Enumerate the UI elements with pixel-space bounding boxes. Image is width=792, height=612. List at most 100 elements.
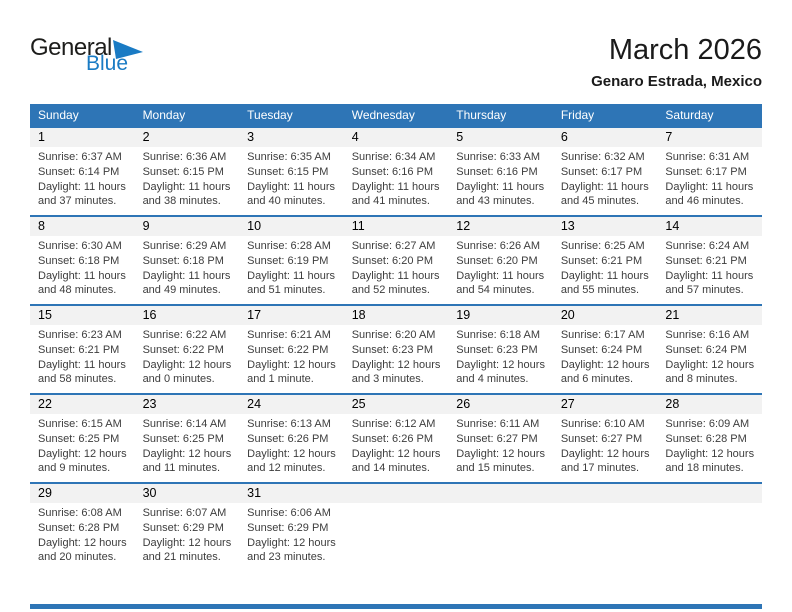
location-subtitle: Genaro Estrada, Mexico [591, 73, 762, 90]
day-number-1: 1 [38, 130, 45, 144]
detail-line: Sunrise: 6:07 AM [142, 507, 227, 519]
detail-line: Sunrise: 6:09 AM [665, 418, 750, 430]
detail-line: Sunrise: 6:31 AM [665, 151, 750, 163]
detail-line: and 1 minute. [247, 373, 314, 386]
day-cell-31-details: Sunrise: 6:06 AM Sunset: 6:29 PM Daylight:… [239, 503, 344, 565]
detail-line: Daylight: 11 hours [665, 269, 754, 282]
detail-line: Sunrise: 6:12 AM [351, 418, 436, 430]
detail-line: Sunrise: 6:23 AM [38, 329, 122, 341]
day-number-20: 20 [560, 308, 575, 322]
detail-line: Sunrise: 6:21 AM [247, 329, 331, 341]
day-number-band: 15 16 17 18 19 20 21 [30, 306, 762, 325]
detail-line: Daylight: 11 hours [665, 180, 754, 193]
detail-line: and 55 minutes. [560, 284, 640, 297]
detail-line: and 51 minutes. [247, 284, 326, 297]
detail-line: Daylight: 12 hours [142, 358, 232, 371]
day-cell-30-details: Sunrise: 6:07 AM Sunset: 6:29 PM Daylight:… [135, 503, 240, 565]
detail-line: Sunrise: 6:27 AM [351, 240, 436, 252]
logo-text-blue: Blue [86, 52, 129, 75]
detail-line: and 58 minutes. [38, 373, 117, 386]
day-number-27: 27 [560, 397, 575, 411]
detail-line: Daylight: 12 hours [38, 536, 127, 549]
detail-line: and 21 minutes. [142, 551, 221, 564]
detail-line: Sunrise: 6:18 AM [456, 329, 541, 341]
detail-line: Sunrise: 6:22 AM [142, 329, 227, 341]
day-number-18: 18 [351, 308, 366, 322]
day-cell-18-details: Sunrise: 6:20 AM Sunset: 6:23 PM Daylight:… [344, 325, 449, 387]
day-number-31: 31 [247, 486, 262, 500]
detail-line: Daylight: 11 hours [247, 269, 335, 282]
day-number-6: 6 [560, 130, 568, 144]
detail-line: Daylight: 11 hours [38, 269, 126, 282]
weekday-label-tuesday: Tuesday [247, 108, 293, 122]
detail-line: Sunset: 6:28 PM [38, 521, 120, 534]
day-cell-1-details: Sunrise: 6:37 AM Sunset: 6:14 PM Daylight:… [30, 147, 135, 209]
detail-line: Sunset: 6:26 PM [351, 432, 434, 445]
day-number-25: 25 [351, 397, 366, 411]
detail-line: Daylight: 12 hours [456, 358, 545, 371]
week-row: 8 9 10 11 12 13 14 Sunrise: 6:30 AM Sunset: 6:18… [30, 215, 762, 304]
day-cell-20-details: Sunrise: 6:17 AM Sunset: 6:24 PM Daylight:… [553, 325, 658, 387]
footer-bar [30, 604, 762, 609]
day-cell-23-details: Sunrise: 6:14 AM Sunset: 6:25 PM Daylight:… [135, 414, 240, 476]
detail-line: Sunrise: 6:30 AM [38, 240, 122, 252]
detail-line: Sunset: 6:18 PM [142, 254, 224, 267]
detail-line: Sunrise: 6:29 AM [142, 240, 227, 252]
detail-line: Sunrise: 6:11 AM [456, 418, 540, 430]
detail-line: and 23 minutes. [247, 551, 326, 564]
day-number-13: 13 [560, 219, 575, 233]
detail-line: and 52 minutes. [351, 284, 430, 297]
day-cell-28-details: Sunrise: 6:09 AM Sunset: 6:28 PM Daylight:… [657, 414, 762, 476]
detail-line: Daylight: 11 hours [456, 180, 545, 193]
detail-line: Sunset: 6:26 PM [247, 432, 329, 445]
detail-line: Sunset: 6:22 PM [142, 343, 224, 356]
detail-line: and 54 minutes. [456, 284, 535, 297]
day-number-11: 11 [351, 219, 365, 233]
detail-line: Sunset: 6:27 PM [456, 432, 538, 445]
day-number-24: 24 [247, 397, 262, 411]
detail-line: Sunset: 6:24 PM [665, 343, 747, 356]
detail-line: and 37 minutes. [38, 195, 117, 208]
weekday-header-row: Sunday Monday Tuesday Wednesday Thursday Frid… [30, 104, 762, 126]
logo-text-general: General [30, 34, 112, 61]
detail-line: and 20 minutes. [38, 551, 117, 564]
detail-line: and 49 minutes. [142, 284, 221, 297]
day-cell-6-details: Sunrise: 6:32 AM Sunset: 6:17 PM Daylight:… [553, 147, 658, 209]
detail-line: Daylight: 12 hours [142, 447, 232, 460]
day-cell-27-details: Sunrise: 6:10 AM Sunset: 6:27 PM Daylight:… [553, 414, 658, 476]
detail-line: Sunrise: 6:10 AM [560, 418, 645, 430]
detail-line: Sunrise: 6:06 AM [247, 507, 331, 519]
day-cell-3-details: Sunrise: 6:35 AM Sunset: 6:15 PM Daylight:… [239, 147, 344, 209]
detail-line: Daylight: 11 hours [142, 269, 231, 282]
month-title: March 2026 [608, 34, 762, 66]
day-cell-24-details: Sunrise: 6:13 AM Sunset: 6:26 PM Daylight:… [239, 414, 344, 476]
day-cell-16-details: Sunrise: 6:22 AM Sunset: 6:22 PM Daylight:… [135, 325, 240, 387]
weekday-label-saturday: Saturday [665, 108, 714, 122]
detail-line: Daylight: 12 hours [560, 358, 650, 371]
week-row: 22 23 24 25 26 27 28 Sunrise: 6:15 AM Sunset: 6:… [30, 393, 762, 482]
day-details-row: Sunrise: 6:23 AM Sunset: 6:21 PM Daylight:… [30, 325, 762, 387]
detail-line: Sunrise: 6:35 AM [247, 151, 331, 163]
day-cell-22-details: Sunrise: 6:15 AM Sunset: 6:25 PM Daylight:… [30, 414, 135, 476]
detail-line: Sunrise: 6:17 AM [560, 329, 645, 341]
detail-line: Daylight: 11 hours [247, 180, 335, 193]
detail-line: and 11 minutes. [142, 462, 221, 475]
detail-line: Daylight: 11 hours [142, 180, 231, 193]
detail-line: and 8 minutes. [665, 373, 738, 386]
weekday-label-monday: Monday [142, 108, 186, 122]
detail-line: Daylight: 12 hours [456, 447, 545, 460]
detail-line: Sunset: 6:17 PM [560, 165, 643, 178]
detail-line: Sunrise: 6:34 AM [351, 151, 436, 163]
week-row: 15 16 17 18 19 20 21 Sunrise: 6:23 AM Sunset: 6:… [30, 304, 762, 393]
day-cell-19-details: Sunrise: 6:18 AM Sunset: 6:23 PM Daylight:… [448, 325, 553, 387]
day-number-26: 26 [456, 397, 471, 411]
day-cell-14-details: Sunrise: 6:24 AM Sunset: 6:21 PM Daylight:… [657, 236, 762, 298]
detail-line: Sunset: 6:20 PM [456, 254, 538, 267]
detail-line: Sunset: 6:28 PM [665, 432, 747, 445]
day-number-empty [344, 484, 449, 503]
day-cell-26-details: Sunrise: 6:11 AM Sunset: 6:27 PM Daylight:… [448, 414, 553, 476]
detail-line: Daylight: 11 hours [560, 180, 649, 193]
detail-line: and 41 minutes. [351, 195, 430, 208]
detail-line: and 57 minutes. [665, 284, 744, 297]
detail-line: and 0 minutes. [142, 373, 215, 386]
